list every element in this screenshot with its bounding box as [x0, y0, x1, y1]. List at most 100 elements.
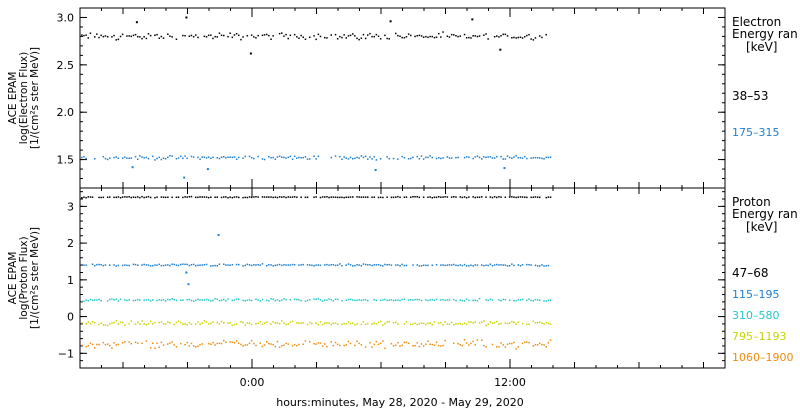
data-point	[440, 299, 442, 301]
data-point-outlier	[187, 283, 190, 286]
data-point	[362, 156, 365, 159]
data-point	[283, 322, 285, 324]
data-point	[162, 299, 165, 301]
data-point	[444, 339, 446, 342]
data-point-outlier	[249, 52, 252, 55]
data-point	[489, 263, 492, 265]
data-point	[98, 343, 100, 346]
data-point	[321, 196, 324, 198]
data-point	[356, 156, 358, 159]
data-point	[197, 321, 199, 323]
data-point	[270, 298, 272, 300]
data-point	[104, 264, 107, 266]
data-point	[438, 157, 440, 159]
data-point	[504, 33, 507, 36]
data-point	[326, 322, 328, 324]
data-point	[317, 264, 320, 266]
data-point	[113, 299, 115, 301]
data-point	[418, 196, 421, 199]
data-point	[519, 196, 522, 198]
data-point	[478, 156, 481, 159]
data-point	[442, 344, 444, 347]
data-point	[373, 264, 375, 266]
data-point	[442, 264, 444, 266]
data-point	[422, 322, 425, 325]
ytick-label: 3	[67, 200, 74, 213]
data-point	[367, 299, 369, 302]
data-point	[358, 342, 360, 345]
data-point	[395, 344, 397, 347]
data-point	[276, 322, 279, 324]
data-point	[416, 342, 418, 344]
data-point	[412, 156, 414, 159]
data-point	[536, 157, 539, 159]
data-point	[364, 155, 367, 158]
data-point	[489, 321, 492, 323]
data-point	[330, 323, 332, 326]
data-point	[412, 345, 414, 347]
data-point	[360, 299, 363, 302]
data-point	[442, 196, 444, 198]
data-point	[233, 156, 236, 158]
data-point	[149, 320, 152, 322]
data-point	[491, 343, 494, 346]
data-point	[229, 196, 231, 198]
data-point	[296, 298, 298, 301]
data-point	[248, 342, 251, 344]
data-point	[371, 346, 373, 348]
data-point	[547, 196, 550, 198]
data-point	[274, 158, 277, 160]
data-point	[156, 342, 158, 344]
data-point	[360, 196, 363, 198]
data-point	[513, 341, 515, 344]
data-point	[104, 324, 107, 326]
data-point	[438, 344, 440, 347]
data-point	[420, 35, 423, 37]
data-point	[111, 347, 113, 349]
data-point	[160, 341, 163, 344]
data-point	[274, 264, 277, 267]
data-point	[543, 300, 545, 302]
data-point	[472, 322, 474, 324]
data-point	[455, 299, 457, 302]
data-point	[349, 298, 352, 300]
data-point	[519, 265, 522, 267]
data-point	[145, 196, 148, 198]
data-point	[465, 342, 468, 344]
data-point	[164, 323, 167, 325]
data-point	[416, 323, 418, 326]
data-point	[425, 299, 427, 301]
data-point	[453, 196, 455, 198]
data-point	[388, 321, 390, 323]
data-point	[476, 339, 479, 341]
data-point	[278, 155, 281, 157]
data-point	[403, 298, 406, 300]
data-point	[85, 299, 87, 301]
data-point	[205, 321, 208, 323]
data-point	[349, 264, 352, 266]
data-point	[278, 263, 281, 266]
data-point	[478, 297, 481, 300]
data-point	[382, 196, 384, 199]
data-point	[448, 323, 451, 325]
data-point	[334, 155, 337, 157]
data-point	[315, 264, 317, 266]
data-point	[541, 264, 543, 266]
data-point	[476, 155, 479, 157]
data-point	[474, 321, 476, 323]
data-point	[171, 263, 173, 265]
data-point	[171, 155, 173, 157]
data-point	[536, 344, 539, 346]
data-point	[386, 196, 388, 198]
data-point	[197, 156, 199, 159]
data-point	[218, 263, 221, 265]
data-point	[100, 300, 102, 302]
data-point	[453, 324, 455, 326]
data-point	[253, 157, 255, 160]
data-point	[293, 33, 296, 36]
data-point	[418, 323, 421, 325]
data-point	[379, 264, 382, 267]
data-point	[113, 34, 115, 37]
data-point	[156, 264, 158, 266]
data-point	[306, 323, 309, 326]
